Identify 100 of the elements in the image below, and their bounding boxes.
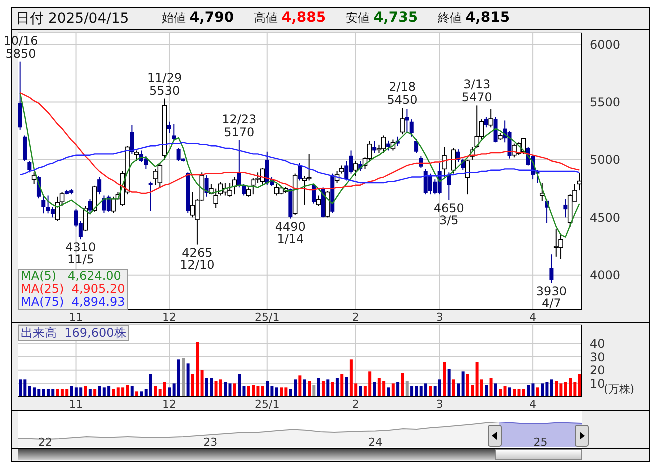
annotation: 3930 4/7 <box>536 284 567 310</box>
candlestick <box>130 124 134 155</box>
bar <box>136 392 139 397</box>
candlestick <box>55 196 60 222</box>
bar <box>331 382 334 397</box>
x-tick-label: 4 <box>530 311 537 324</box>
bar <box>513 389 516 397</box>
x-tick-label: 25 <box>534 436 548 449</box>
candlestick <box>316 195 322 207</box>
candlestick <box>242 184 246 196</box>
bar <box>238 374 242 397</box>
bar <box>275 388 278 397</box>
bar <box>312 385 316 397</box>
annotation: 2/18 5450 <box>387 80 418 108</box>
chart-title: 日付 2025/04/15 <box>16 10 130 28</box>
bar <box>536 388 540 397</box>
candlestick <box>442 146 447 178</box>
y-tick-label: 20 <box>590 364 606 378</box>
text: MA(25) 4,905.20 <box>21 282 126 296</box>
x-tick-label: 12 <box>162 311 176 324</box>
candlestick <box>410 119 414 138</box>
bar <box>182 358 186 397</box>
x-tick-label: 25/1 <box>255 398 280 411</box>
bar <box>326 380 330 397</box>
text: MA(75) 4,894.93 <box>21 295 126 309</box>
candlestick <box>488 108 494 128</box>
bar <box>200 370 204 397</box>
bar <box>280 388 284 397</box>
y-tick-label: 4500 <box>590 210 621 225</box>
bar <box>429 386 432 397</box>
bar <box>317 378 320 397</box>
bar <box>406 381 409 397</box>
bar <box>373 382 376 397</box>
candlestick <box>386 140 391 152</box>
x-tick-label: 2 <box>352 311 360 324</box>
x-tick-label: 25/1 <box>255 311 280 324</box>
bar <box>168 388 172 397</box>
bar <box>88 389 92 397</box>
candlestick <box>246 187 252 198</box>
bar <box>224 382 228 397</box>
text: 終値 4,815 <box>438 10 510 27</box>
y-axis-title: (万株) <box>604 383 635 397</box>
text: 高値 4,885 <box>254 10 326 27</box>
candlestick <box>148 181 153 212</box>
bar <box>228 384 232 397</box>
candlestick <box>134 150 140 162</box>
y-tick-label: 5500 <box>590 96 621 110</box>
bar <box>303 380 306 397</box>
bar <box>490 378 493 397</box>
annotation: 4265 12/10 <box>180 246 215 272</box>
bar <box>261 386 264 397</box>
bar <box>308 381 311 397</box>
x-tick-label: 24 <box>368 436 383 449</box>
annotation: 3/13 5470 <box>462 78 492 105</box>
bar <box>578 374 582 397</box>
bar <box>485 385 488 397</box>
annotation: 4650 3/5 <box>434 201 464 228</box>
candlestick <box>414 138 419 154</box>
y-tick-label: 30 <box>590 350 606 364</box>
bar <box>499 389 502 397</box>
y-tick-label: 4000 <box>590 268 621 283</box>
bar <box>177 360 180 397</box>
candlestick <box>550 254 554 284</box>
text: MA(5) 4,624.00 <box>21 269 122 283</box>
candlestick <box>83 206 88 232</box>
candlestick <box>298 162 302 182</box>
text: 安値 4,735 <box>346 10 418 27</box>
bar <box>219 380 222 397</box>
candlestick <box>172 124 176 142</box>
x-tick-label: 2 <box>352 398 360 411</box>
bar <box>84 386 88 397</box>
x-tick-label: 3 <box>436 398 444 411</box>
bar <box>396 382 400 397</box>
candlestick <box>447 172 452 201</box>
y-tick-label: 10 <box>590 376 606 391</box>
bar <box>322 381 325 397</box>
bar <box>336 378 339 397</box>
x-tick-label: 11 <box>69 398 84 411</box>
y-tick-label: 40 <box>590 336 606 351</box>
candlestick <box>204 175 209 198</box>
bar <box>457 384 460 397</box>
candlestick <box>167 121 172 134</box>
candlestick <box>22 135 27 162</box>
bar <box>186 364 190 397</box>
candlestick <box>354 160 358 177</box>
bar <box>452 380 456 397</box>
x-tick-label: 3 <box>436 311 444 324</box>
candlestick <box>98 176 102 196</box>
candlestick <box>42 195 46 214</box>
bar <box>541 384 544 397</box>
bar <box>233 384 236 397</box>
bar <box>387 388 390 397</box>
annotation: 4310 11/5 <box>66 240 96 267</box>
chart-title: 出来高 169,600株 <box>18 325 130 341</box>
bar <box>98 386 102 397</box>
candlestick <box>400 108 405 136</box>
bar <box>94 389 97 397</box>
candlestick <box>88 198 92 214</box>
candlestick <box>484 116 488 128</box>
y-tick-label: 5000 <box>590 153 621 168</box>
